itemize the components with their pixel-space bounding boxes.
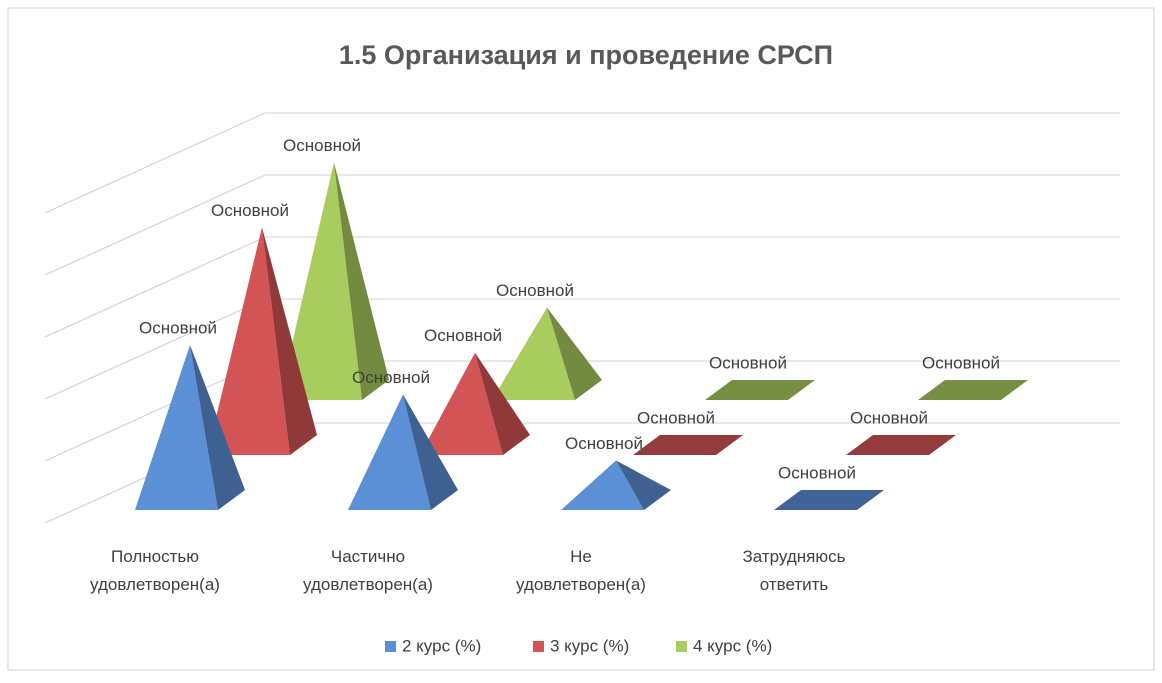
pyramid <box>135 345 245 510</box>
pyramid <box>846 435 956 455</box>
pyramid-side <box>547 307 602 400</box>
pyramid-base <box>633 435 743 455</box>
legend-swatch <box>533 641 544 652</box>
pyramid <box>420 352 530 455</box>
pyramid-front <box>279 162 362 400</box>
chart-title: 1.5 Организация и проведение СРСП <box>339 40 833 70</box>
x-tick-label: Не удовлетворен(а) <box>516 547 646 594</box>
pyramid-side <box>334 162 389 400</box>
grid-line <box>44 174 1120 276</box>
x-tick-label: Затрудняюсь ответить <box>743 547 846 594</box>
legend-swatch <box>385 641 396 652</box>
pyramid <box>279 162 389 400</box>
pyramid <box>633 435 743 455</box>
pyramid-front <box>348 394 431 510</box>
pyramid-side <box>403 394 458 510</box>
pyramid <box>207 227 317 455</box>
chart-border <box>7 7 1155 671</box>
pyramid-front <box>420 352 503 455</box>
data-label: Основной <box>565 434 643 453</box>
pyramid <box>918 380 1028 400</box>
pyramid <box>492 307 602 400</box>
data-label: Основной <box>637 408 715 427</box>
pyramid-base <box>918 380 1028 400</box>
data-label: Основной <box>352 368 430 387</box>
pyramid-base <box>705 380 815 400</box>
data-label: Основной <box>424 326 502 345</box>
legend-label: 2 курс (%) <box>402 636 481 655</box>
grid-line <box>44 236 1120 338</box>
grid-line <box>44 112 1120 214</box>
pyramid-side <box>475 352 530 455</box>
data-label: Основной <box>211 201 289 220</box>
data-label: Основной <box>709 353 787 372</box>
pyramid-front <box>492 307 575 400</box>
data-label: Основной <box>850 408 928 427</box>
pyramid-side <box>616 460 671 510</box>
pyramid <box>348 394 458 510</box>
data-label: Основной <box>778 463 856 482</box>
data-label: Основной <box>922 353 1000 372</box>
pyramid-front <box>135 345 218 510</box>
pyramid-base <box>846 435 956 455</box>
pyramid-side <box>262 227 317 455</box>
legend-label: 4 курс (%) <box>693 636 772 655</box>
pyramid-side <box>190 345 245 510</box>
data-label: Основной <box>283 136 361 155</box>
x-tick-label: Частично удовлетворен(а) <box>303 547 433 594</box>
pyramid <box>705 380 815 400</box>
pyramid-front <box>561 460 644 510</box>
pyramid <box>561 460 671 510</box>
legend-label: 3 курс (%) <box>550 636 629 655</box>
pyramid-front <box>207 227 290 455</box>
data-label: Основной <box>139 318 217 337</box>
pyramid-base <box>774 490 884 510</box>
data-label: Основной <box>496 281 574 300</box>
legend-swatch <box>676 641 687 652</box>
x-tick-label: Полностью удовлетворен(а) <box>90 547 220 594</box>
pyramid <box>774 490 884 510</box>
